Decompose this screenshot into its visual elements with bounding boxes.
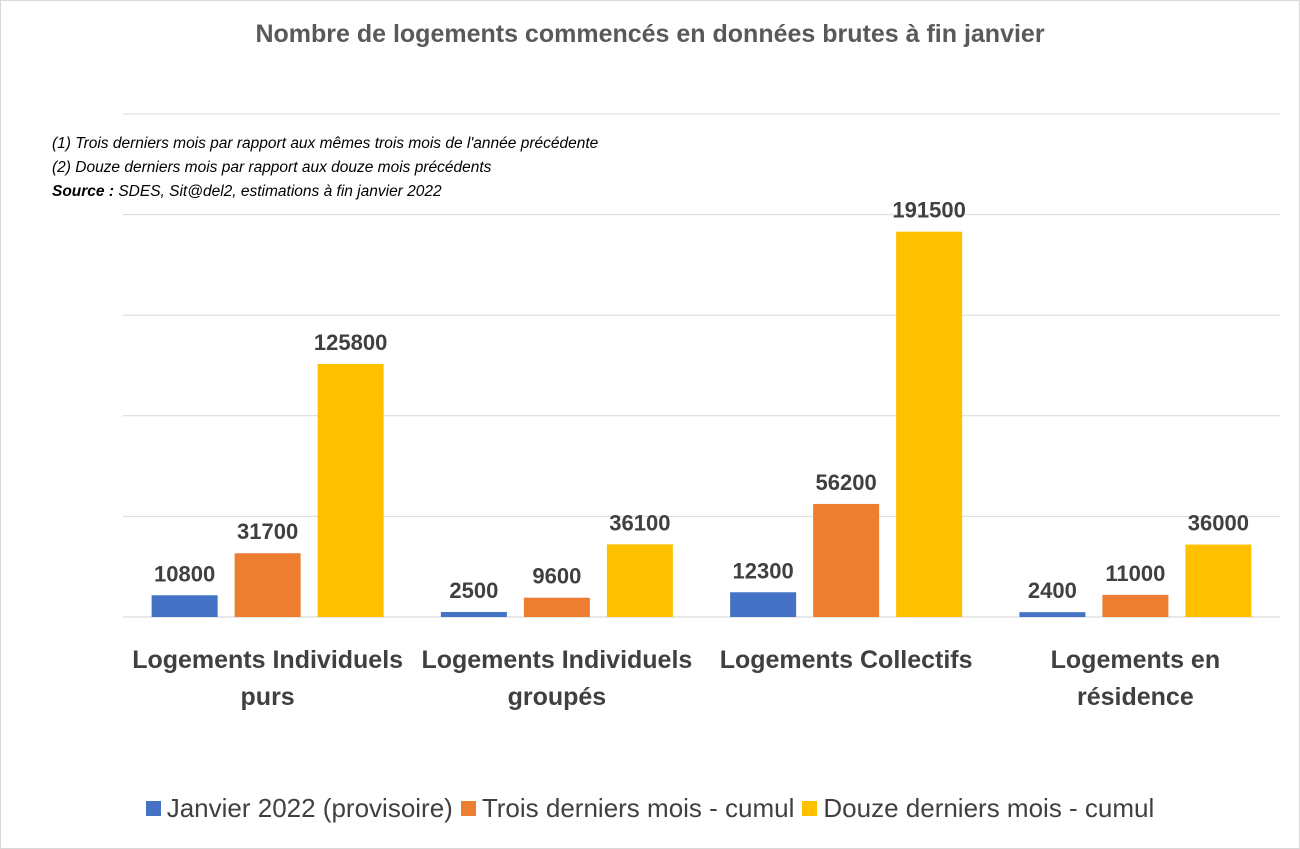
bar [151,595,218,617]
data-label: 56200 [816,470,877,495]
legend-item: Douze derniers mois - cumul [802,793,1154,824]
bar [440,611,507,617]
data-label: 36000 [1188,511,1249,536]
data-label: 125800 [314,330,387,355]
legend-swatch [802,801,818,816]
note-1: (1) Trois derniers mois par rapport aux … [52,135,599,152]
data-label: 36100 [609,510,670,535]
legend: Janvier 2022 (provisoire) Trois derniers … [0,793,1300,824]
data-label: 2500 [449,578,498,603]
legend-label: Trois derniers mois - cumul [481,793,795,823]
chart-notes: (1) Trois derniers mois par rapport aux … [52,132,598,204]
category-label: Logements en résidence [1050,646,1221,711]
bar [523,597,590,617]
data-label: 11000 [1105,561,1165,586]
source-note: Source : SDES, Sit@del2, estimations à f… [52,180,598,204]
bar [896,231,963,617]
data-label: 191500 [892,198,965,223]
category-label: Logements Collectifs [719,646,973,674]
legend-item: Trois derniers mois - cumul [460,793,795,824]
data-label: 9600 [532,564,581,589]
legend-item: Janvier 2022 (provisoire) [145,793,453,824]
legend-swatch [145,801,161,816]
bar [1019,612,1086,617]
category-label: Logements Individuels purs [132,646,404,711]
source-label: Source : [52,183,115,200]
bar [1185,544,1252,617]
data-label: 31700 [237,519,298,544]
legend-label: Janvier 2022 (provisoire) [166,793,453,823]
source-text: SDES, Sit@del2, estimations à fin janvie… [114,183,442,200]
note-2: (2) Douze derniers mois par rapport aux … [52,159,492,176]
data-label: 12300 [733,558,794,583]
bar [813,503,880,617]
bar [606,544,673,617]
category-label: Logements Individuels groupés [421,646,693,711]
chart-title: Nombre de logements commencés en données… [255,20,1045,48]
data-label: 2400 [1028,578,1077,603]
bar [234,553,301,617]
legend-label: Douze derniers mois - cumul [823,793,1155,823]
bar [1102,594,1169,617]
bar [730,592,797,617]
data-label: 10800 [154,561,215,586]
bar [317,363,384,617]
legend-swatch [460,801,476,816]
